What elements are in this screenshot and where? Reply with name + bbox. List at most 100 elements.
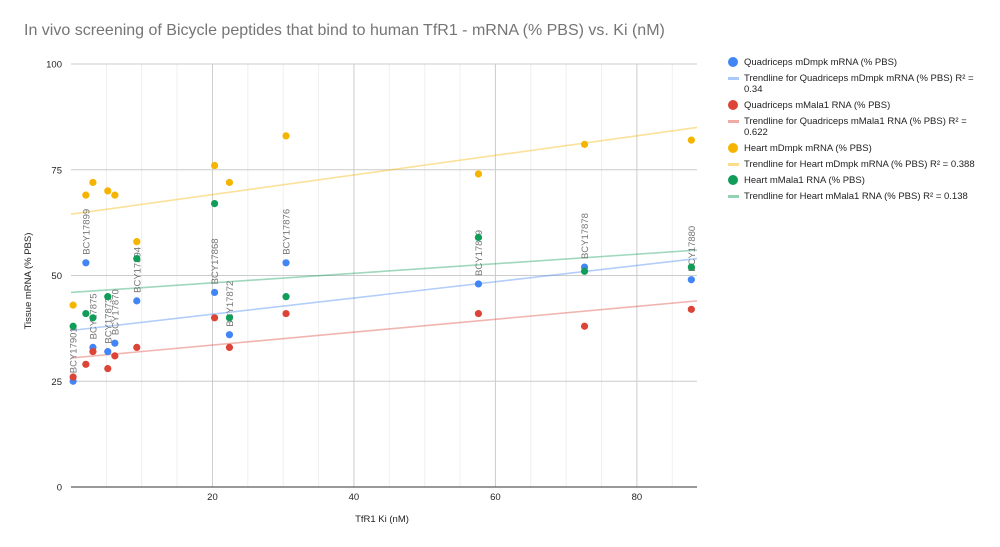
data-point [104,293,112,301]
data-point [133,343,141,352]
grid-lines [71,63,697,487]
data-point [104,364,112,373]
legend-line-marker [728,120,739,123]
y-tick-label: 0 [57,483,62,494]
data-point [89,314,97,322]
trendlines [70,126,698,359]
point-label: BCY17878 [580,213,591,259]
data-point [210,314,219,322]
y-tick-label: 75 [51,165,62,176]
legend-marker [728,175,738,185]
data-point [225,314,234,322]
point-label: BCY17876 [282,209,293,255]
data-point [687,305,695,313]
legend-trendline-item: Trendline for Heart mMala1 RNA (% PBS) R… [728,191,990,202]
data-point [687,276,695,284]
point-label: BCY17873 [103,298,114,344]
x-tick-label: 40 [349,492,360,503]
data-point [282,259,290,267]
legend-line-marker [728,195,739,198]
legend-label: Heart mDmpk mRNA (% PBS) [744,143,872,154]
point-label: BCY17899 [81,209,92,255]
data-point [133,297,141,305]
legend-marker [728,57,738,67]
data-point [82,360,90,368]
data-point [111,352,119,360]
point-label: BCY17880 [687,226,698,272]
legend-series-item: Heart mDmpk mRNA (% PBS) [728,143,990,154]
legend-label: Trendline for Heart mMala1 RNA (% PBS) R… [744,191,968,202]
legend-label: Quadriceps mDmpk mRNA (% PBS) [744,57,898,68]
y-tick-label: 25 [51,377,62,388]
data-point [474,280,483,288]
data-point [282,293,290,301]
data-point [687,136,695,144]
axes: 0 25 50 75 100 20 40 60 80 [46,60,697,503]
data-point [69,301,77,309]
legend-label: Quadriceps mMala1 RNA (% PBS) [744,100,891,111]
data-point [104,348,112,356]
data-point [111,339,119,347]
point-label: BCY17870 [110,289,121,335]
trendline [70,257,698,332]
data-point [225,331,234,339]
legend-label: Trendline for Heart mDmpk mRNA (% PBS) R… [744,159,975,170]
legend-trendline-item: Trendline for Quadriceps mMala1 RNA (% P… [728,116,990,138]
data-point [210,161,219,170]
x-axis-title: TfR1 Ki (nM) [355,514,409,525]
legend-label: Trendline for Quadriceps mDmpk mRNA (% P… [744,73,974,95]
data-point [89,348,97,356]
data-point [225,178,234,187]
legend-marker [728,100,738,110]
data-point [580,140,589,148]
data-point [282,132,290,140]
y-axis-title: Tissue mRNA (% PBS) [23,233,34,330]
legend-line-marker [728,77,739,80]
trendline [70,249,698,294]
data-point [580,322,589,330]
data-point [133,254,141,263]
legend-label: Heart mMala1 RNA (% PBS) [744,175,865,186]
y-tick-label: 100 [46,60,62,71]
trendline [70,300,698,359]
data-point [89,178,97,187]
legend-series-item: Quadriceps mMala1 RNA (% PBS) [728,100,990,111]
legend-series-item: Quadriceps mDmpk mRNA (% PBS) [728,57,990,68]
data-point [82,191,90,199]
data-point [474,170,483,178]
data-point [69,373,77,381]
data-point [210,199,219,208]
legend-marker [728,143,738,153]
point-labels: BCY17901BCY17899BCY17875BCY17873BCY17870… [69,209,698,373]
trendline [70,126,698,215]
x-tick-label: 20 [207,492,218,503]
chart-title: In vivo screening of Bicycle peptides th… [24,22,665,39]
legend-series-item: Heart mMala1 RNA (% PBS) [728,175,990,186]
x-tick-label: 80 [632,492,643,503]
data-point [133,238,141,246]
point-label: BCY17869 [474,230,485,276]
point-label: BCY17901 [69,327,80,373]
legend-trendline-item: Trendline for Heart mDmpk mRNA (% PBS) R… [728,159,990,170]
data-point [474,309,483,318]
data-point [111,191,119,199]
point-label: BCY17872 [225,281,236,327]
data-points [69,132,695,385]
legend-trendline-item: Trendline for Quadriceps mDmpk mRNA (% P… [728,73,990,95]
y-tick-label: 50 [51,271,62,282]
legend-line-marker [728,163,739,166]
data-point [282,309,290,318]
legend-label: Trendline for Quadriceps mMala1 RNA (% P… [744,116,967,138]
data-point [474,233,483,242]
legend: Quadriceps mDmpk mRNA (% PBS) Trendline f… [728,57,990,207]
data-point [687,263,695,271]
data-point [210,288,219,297]
data-point [104,187,112,195]
data-point [225,343,234,352]
x-tick-label: 60 [490,492,501,503]
data-point [580,267,589,275]
data-point [82,309,90,318]
point-label: BCY17894 [132,247,143,293]
data-point [69,322,77,330]
